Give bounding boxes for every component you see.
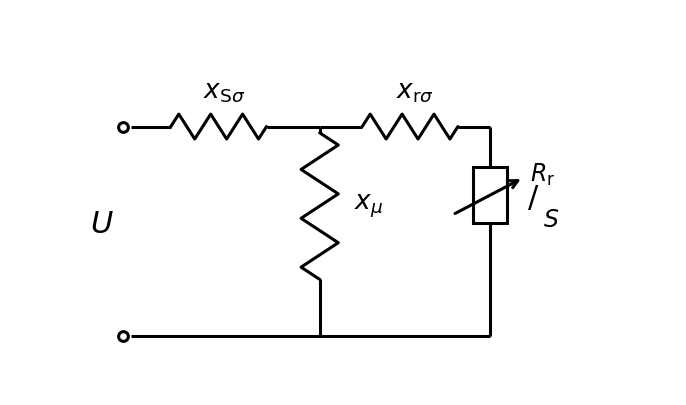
Text: $/$: $/$ <box>527 183 539 214</box>
Text: $\mathit{x}_{\mathrm{S}\sigma}$: $\mathit{x}_{\mathrm{S}\sigma}$ <box>203 80 245 105</box>
Text: $\mathit{R}_{\mathrm{r}}$: $\mathit{R}_{\mathrm{r}}$ <box>530 162 555 188</box>
Bar <box>473 167 507 223</box>
Text: $\mathit{S}$: $\mathit{S}$ <box>543 208 559 232</box>
Text: $\mathit{x}_{\mu}$: $\mathit{x}_{\mu}$ <box>354 192 383 220</box>
Text: $\mathit{x}_{\mathrm{r}\sigma}$: $\mathit{x}_{\mathrm{r}\sigma}$ <box>397 80 434 105</box>
Text: $\mathit{U}$: $\mathit{U}$ <box>90 209 114 240</box>
